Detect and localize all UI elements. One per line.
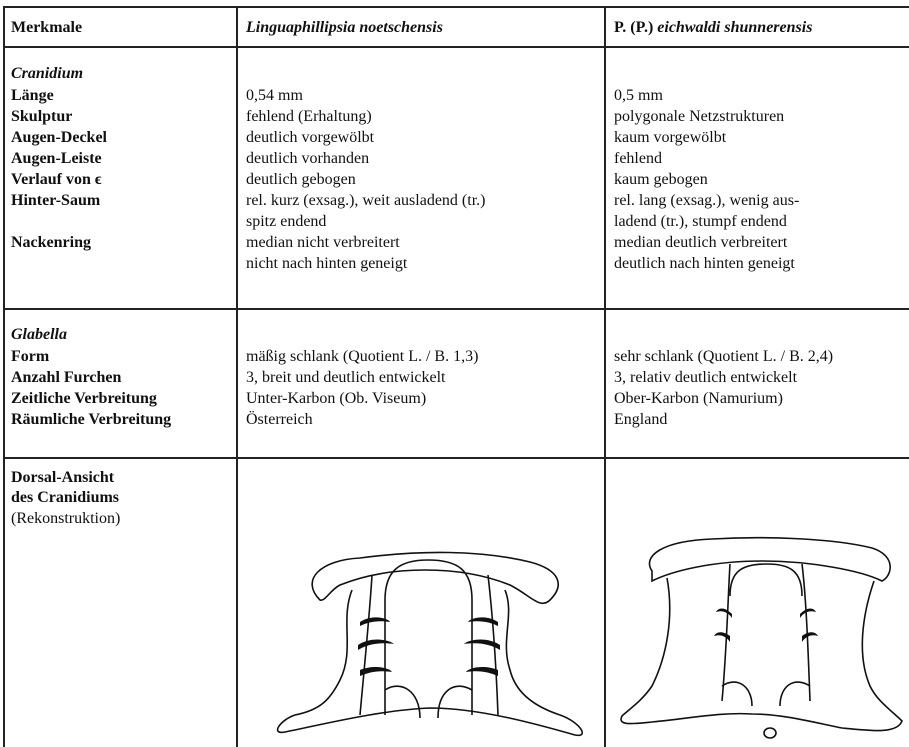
- cell-text: England: [614, 411, 668, 428]
- row-label: Augen-Leiste: [11, 150, 102, 167]
- rule: [3, 457, 909, 459]
- row-label: Form: [11, 348, 50, 365]
- row-label: Anzahl Furchen: [11, 369, 122, 386]
- cell-text: 3, relativ deutlich entwickelt: [614, 369, 798, 386]
- cell-text: 0,5 mm: [614, 87, 663, 104]
- row-label: Dorsal-Ansicht: [11, 469, 115, 486]
- row-label: Länge: [11, 87, 54, 104]
- cell-text: polygonale Netzstrukturen: [614, 108, 785, 125]
- cell-text: deutlich vorhanden: [246, 150, 370, 167]
- rule: [3, 46, 909, 48]
- row-label: des Cranidiums: [11, 489, 120, 506]
- row-label: Räumliche Verbreitung: [11, 411, 172, 428]
- cell-text: median deutlich verbreitert: [614, 234, 788, 251]
- cell-text: median nicht verbreitert: [246, 234, 400, 251]
- cranidium-drawing: [276, 551, 583, 737]
- header-cell: Linguaphillipsia noetschensis: [246, 19, 443, 36]
- header-prefix: P. (P.): [614, 19, 654, 36]
- cell-text: fehlend: [614, 150, 662, 167]
- row-label: Hinter-Saum: [11, 192, 101, 209]
- cell-text: fehlend (Erhaltung): [246, 108, 372, 125]
- section-title: Glabella: [11, 326, 67, 343]
- cell-text: Unter-Karbon (Ob. Viseum): [246, 390, 427, 407]
- header-species: eichwaldi shunnerensis: [657, 19, 813, 36]
- row-label: Zeitliche Verbreitung: [11, 390, 157, 407]
- cell-text: spitz endend: [246, 213, 327, 230]
- cell-text: kaum vorgewölbt: [614, 129, 727, 146]
- cell-text: rel. lang (exsag.), wenig aus-: [614, 192, 800, 209]
- cell-text: 0,54 mm: [246, 87, 303, 104]
- cell-text: deutlich gebogen: [246, 171, 356, 188]
- section-title: Cranidium: [11, 65, 84, 82]
- row-label: Verlauf von ϵ: [11, 171, 102, 188]
- cell-text: Ober-Karbon (Namurium): [614, 390, 783, 407]
- rule: [236, 6, 238, 747]
- cell-text: sehr schlank (Quotient L. / B. 2,4): [614, 348, 834, 365]
- cell-text: rel. kurz (exsag.), weit ausladend (tr.): [246, 192, 486, 209]
- rule: [3, 6, 5, 747]
- cell-text: nicht nach hinten geneigt: [246, 255, 408, 272]
- cell-text: 3, breit und deutlich entwickelt: [246, 369, 446, 386]
- rule: [3, 6, 909, 8]
- header-cell: Merkmale: [11, 19, 83, 36]
- rule: [3, 308, 909, 310]
- cell-text: kaum gebogen: [614, 171, 708, 188]
- row-label: Augen-Deckel: [11, 129, 107, 146]
- rule: [604, 6, 606, 747]
- row-note: (Rekonstruktion): [11, 510, 121, 527]
- cell-text: deutlich vorgewölbt: [246, 129, 375, 146]
- row-label: Nackenring: [11, 234, 91, 251]
- cell-text: ladend (tr.), stumpf endend: [614, 213, 787, 230]
- cranidium-drawing: [620, 536, 903, 739]
- cell-text: deutlich nach hinten geneigt: [614, 255, 795, 272]
- header-cell: P. (P.) eichwaldi shunnerensis: [614, 18, 812, 38]
- cell-text: Österreich: [246, 411, 313, 428]
- cell-text: mäßig schlank (Quotient L. / B. 1,3): [246, 348, 479, 365]
- row-label: Skulptur: [11, 108, 73, 125]
